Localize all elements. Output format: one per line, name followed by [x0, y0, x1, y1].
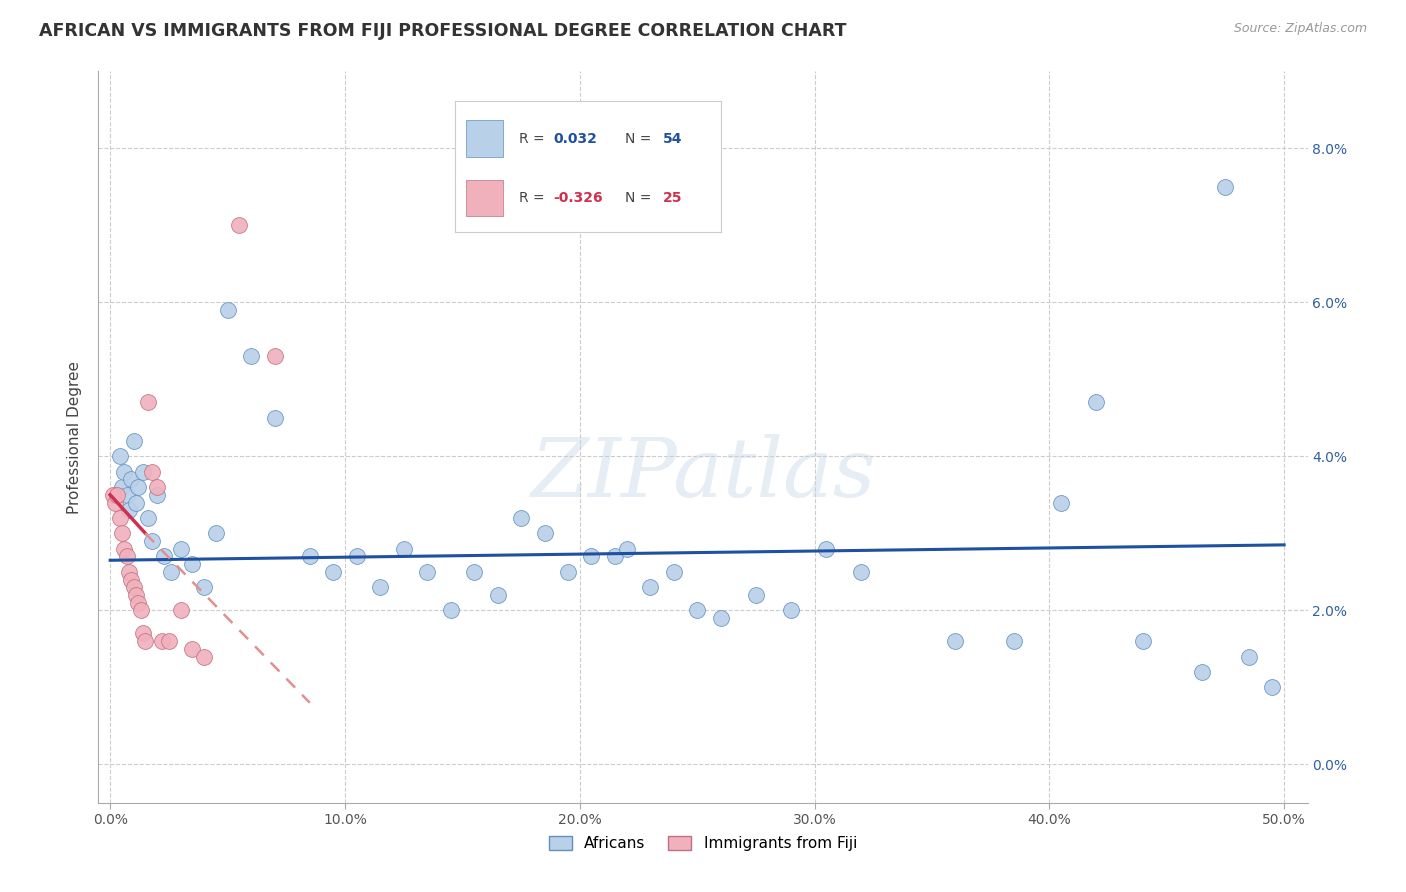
- Text: ZIPatlas: ZIPatlas: [530, 434, 876, 514]
- Point: [129, 603, 152, 617]
- Point: [322, 565, 344, 579]
- Point: [157, 634, 180, 648]
- Point: [136, 395, 159, 409]
- Point: [112, 541, 135, 556]
- Point: [1215, 179, 1237, 194]
- Point: [486, 588, 509, 602]
- Text: Source: ZipAtlas.com: Source: ZipAtlas.com: [1233, 22, 1367, 36]
- Point: [581, 549, 603, 564]
- Point: [228, 219, 250, 233]
- Point: [557, 565, 579, 579]
- Point: [141, 465, 163, 479]
- Point: [120, 573, 142, 587]
- Point: [686, 603, 709, 617]
- Point: [160, 565, 183, 579]
- Point: [146, 480, 169, 494]
- Point: [603, 549, 626, 564]
- Point: [132, 465, 155, 479]
- Point: [463, 565, 485, 579]
- Point: [240, 349, 263, 363]
- Point: [745, 588, 768, 602]
- Point: [153, 549, 176, 564]
- Point: [134, 634, 156, 648]
- Point: [298, 549, 321, 564]
- Point: [1237, 649, 1260, 664]
- Point: [136, 511, 159, 525]
- Point: [115, 549, 138, 564]
- Point: [104, 495, 127, 509]
- Point: [662, 565, 685, 579]
- Point: [127, 596, 149, 610]
- Point: [115, 488, 138, 502]
- Point: [105, 488, 128, 502]
- Point: [263, 410, 285, 425]
- Point: [416, 565, 439, 579]
- Point: [181, 641, 204, 656]
- Point: [392, 541, 415, 556]
- Point: [1191, 665, 1213, 679]
- Point: [127, 480, 149, 494]
- Point: [146, 488, 169, 502]
- Point: [533, 526, 555, 541]
- Point: [193, 649, 215, 664]
- Legend: Africans, Immigrants from Fiji: Africans, Immigrants from Fiji: [543, 830, 863, 857]
- Point: [112, 465, 135, 479]
- Point: [616, 541, 638, 556]
- Point: [108, 450, 131, 464]
- Point: [638, 580, 661, 594]
- Point: [710, 611, 733, 625]
- Point: [1002, 634, 1025, 648]
- Point: [851, 565, 873, 579]
- Point: [193, 580, 215, 594]
- Point: [346, 549, 368, 564]
- Point: [1050, 495, 1073, 509]
- Point: [263, 349, 285, 363]
- Point: [217, 303, 239, 318]
- Point: [125, 588, 148, 602]
- Point: [439, 603, 461, 617]
- Point: [169, 541, 191, 556]
- Point: [120, 472, 142, 486]
- Point: [510, 511, 533, 525]
- Point: [1132, 634, 1154, 648]
- Point: [122, 434, 145, 448]
- Point: [368, 580, 391, 594]
- Point: [169, 603, 191, 617]
- Point: [945, 634, 967, 648]
- Text: AFRICAN VS IMMIGRANTS FROM FIJI PROFESSIONAL DEGREE CORRELATION CHART: AFRICAN VS IMMIGRANTS FROM FIJI PROFESSI…: [39, 22, 846, 40]
- Point: [1261, 681, 1284, 695]
- Point: [780, 603, 803, 617]
- Point: [108, 511, 131, 525]
- Point: [125, 495, 148, 509]
- Y-axis label: Professional Degree: Professional Degree: [67, 360, 83, 514]
- Point: [111, 480, 134, 494]
- Point: [118, 503, 141, 517]
- Point: [141, 534, 163, 549]
- Point: [118, 565, 141, 579]
- Point: [132, 626, 155, 640]
- Point: [111, 526, 134, 541]
- Point: [101, 488, 124, 502]
- Point: [150, 634, 173, 648]
- Point: [1085, 395, 1108, 409]
- Point: [181, 557, 204, 571]
- Point: [204, 526, 226, 541]
- Point: [122, 580, 145, 594]
- Point: [815, 541, 838, 556]
